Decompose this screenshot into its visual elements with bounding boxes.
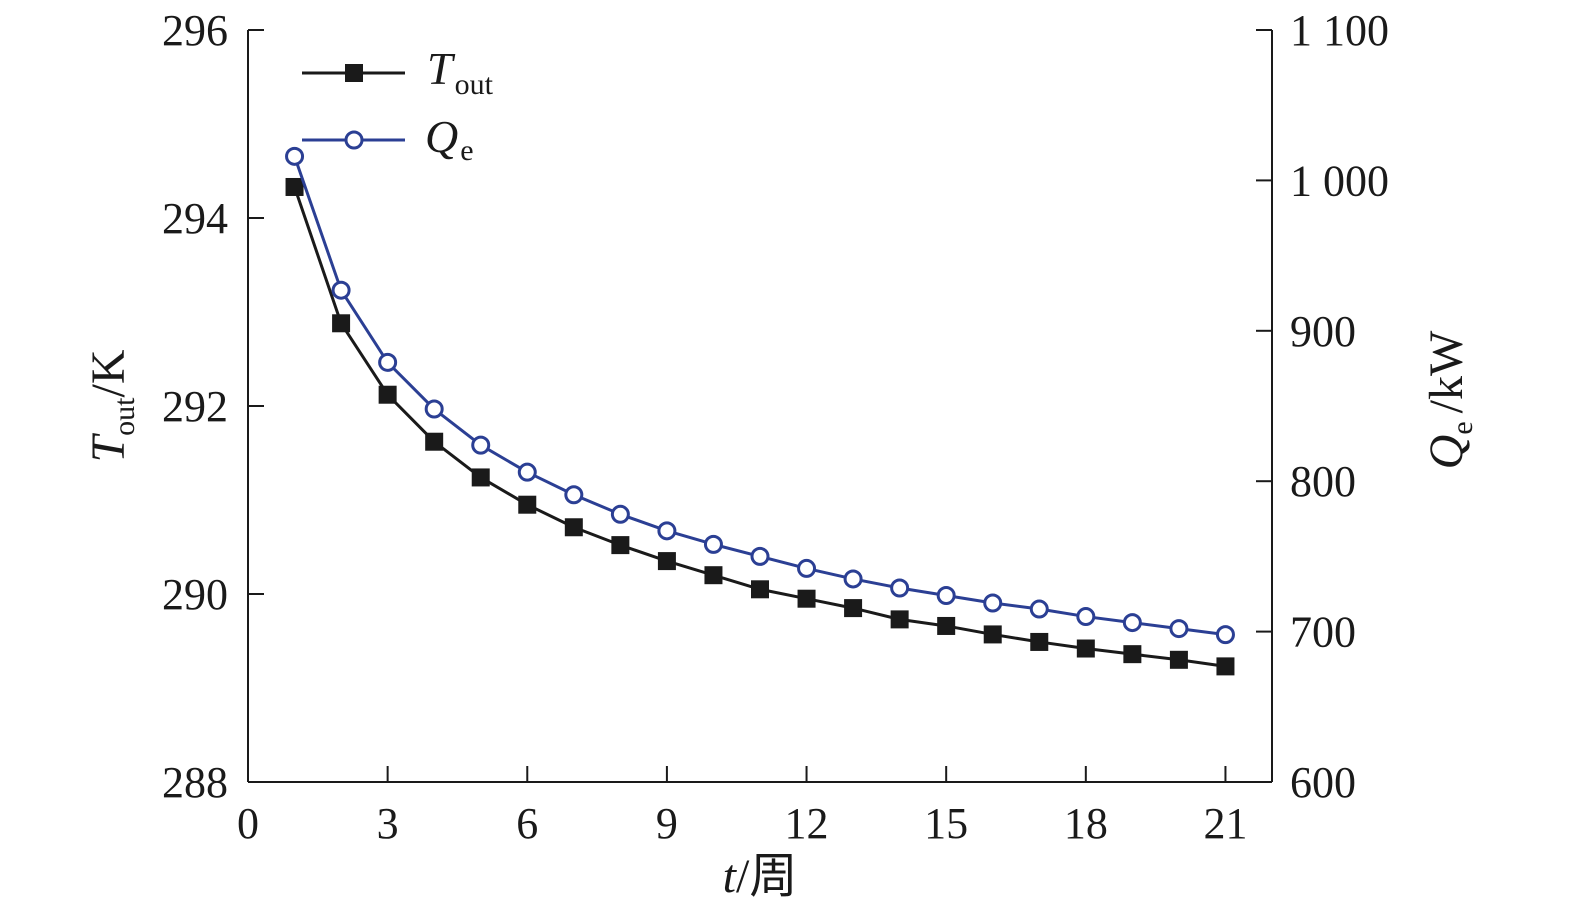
data-point-tout [1123,645,1142,664]
y-right-label-sub: e [1446,421,1479,434]
data-point-tout [564,518,583,537]
x-tick-label: 18 [1064,799,1108,848]
legend-marker-circle [344,130,364,150]
y-right-tick-label: 1 000 [1290,156,1389,205]
data-point-tout [518,495,537,514]
data-point-qe [1215,625,1235,645]
legend-qe-sub: e [460,134,473,167]
svg-text:Tout/K: Tout/K [82,349,141,462]
y-right-tick-label: 600 [1290,758,1356,807]
x-axis-label-main: t [723,850,738,903]
data-point-tout [657,552,676,571]
x-tick-label: 21 [1203,799,1247,848]
data-point-qe [517,462,537,482]
y-left-tick-label: 290 [162,570,228,619]
x-axis-label-suffix: /周 [736,850,797,903]
data-point-qe [797,558,817,578]
y-right-tick-label: 1 100 [1290,6,1389,55]
legend-label-qe: Qe [425,111,474,167]
data-point-tout [285,177,304,196]
data-point-tout [797,589,816,608]
y-left-tick-label: 292 [162,382,228,431]
data-point-tout [378,385,397,404]
data-point-tout [332,314,351,333]
data-point-qe [843,569,863,589]
data-point-tout [704,566,723,585]
data-point-qe [285,146,305,166]
data-point-tout [611,536,630,555]
legend: Tout Qe [302,43,494,167]
data-point-qe [983,593,1003,613]
data-point-tout [425,432,444,451]
x-tick-label: 0 [237,799,259,848]
y-axis-right-label: Qe/kW [1420,330,1479,469]
data-point-tout [751,580,769,599]
y-right-label-main: Q [1420,435,1473,470]
y-left-label-suffix: /K [82,349,135,397]
y-left-tick-label: 288 [162,758,228,807]
data-point-qe [610,504,630,524]
data-point-tout [844,599,863,618]
y-left-label-sub: out [108,397,141,436]
x-tick-label: 15 [924,799,968,848]
data-point-qe [1122,613,1142,633]
data-point-qe [331,280,351,300]
legend-marker-square [345,64,363,82]
plot-frame [247,30,1273,783]
data-point-tout [471,468,490,487]
svg-text:Qe/kW: Qe/kW [1420,330,1479,469]
y-axis-left-label: Tout/K [82,349,141,462]
data-point-qe [1169,619,1189,639]
data-point-qe [657,521,677,541]
data-point-qe [424,399,444,419]
data-point-tout [983,625,1002,644]
legend-item-tout: Tout [302,43,494,101]
data-point-qe [378,352,398,372]
y-right-tick-label: 800 [1290,457,1356,506]
data-point-qe [890,578,910,598]
legend-tout-sub: out [455,68,494,101]
data-point-tout [1030,632,1049,651]
axis-ticks [247,29,1272,783]
data-point-qe [1029,599,1049,619]
y-right-tick-label: 900 [1290,307,1356,356]
x-tick-label: 6 [516,799,538,848]
data-point-tout [1169,650,1188,669]
y-right-label-suffix: /kW [1420,330,1473,413]
data-point-qe [750,546,770,566]
data-point-tout [1076,639,1095,658]
x-tick-label: 3 [377,799,399,848]
y-left-label-main: T [82,433,135,463]
data-point-tout [1216,657,1235,676]
series-group [285,146,1235,676]
data-point-qe [564,485,584,505]
x-tick-label: 12 [785,799,829,848]
data-point-qe [1076,607,1096,627]
data-point-qe [471,435,491,455]
data-point-qe [703,534,723,554]
data-point-tout [937,616,956,635]
data-point-qe [936,586,956,606]
legend-label-tout: Tout [427,43,494,101]
y-left-tick-label: 294 [162,194,228,243]
x-tick-label: 9 [656,799,678,848]
legend-tout-main: T [427,43,456,94]
y-left-tick-label: 296 [162,6,228,55]
legend-item-qe: Qe [302,111,474,167]
legend-qe-main: Q [425,111,458,162]
data-point-tout [890,610,909,629]
tick-labels: 0 3 6 9 12 15 18 21 288 290 292 294 296 600 700 800 900 1… [162,6,1389,848]
x-axis-label: t/周 [723,850,798,903]
y-right-tick-label: 700 [1290,608,1356,657]
